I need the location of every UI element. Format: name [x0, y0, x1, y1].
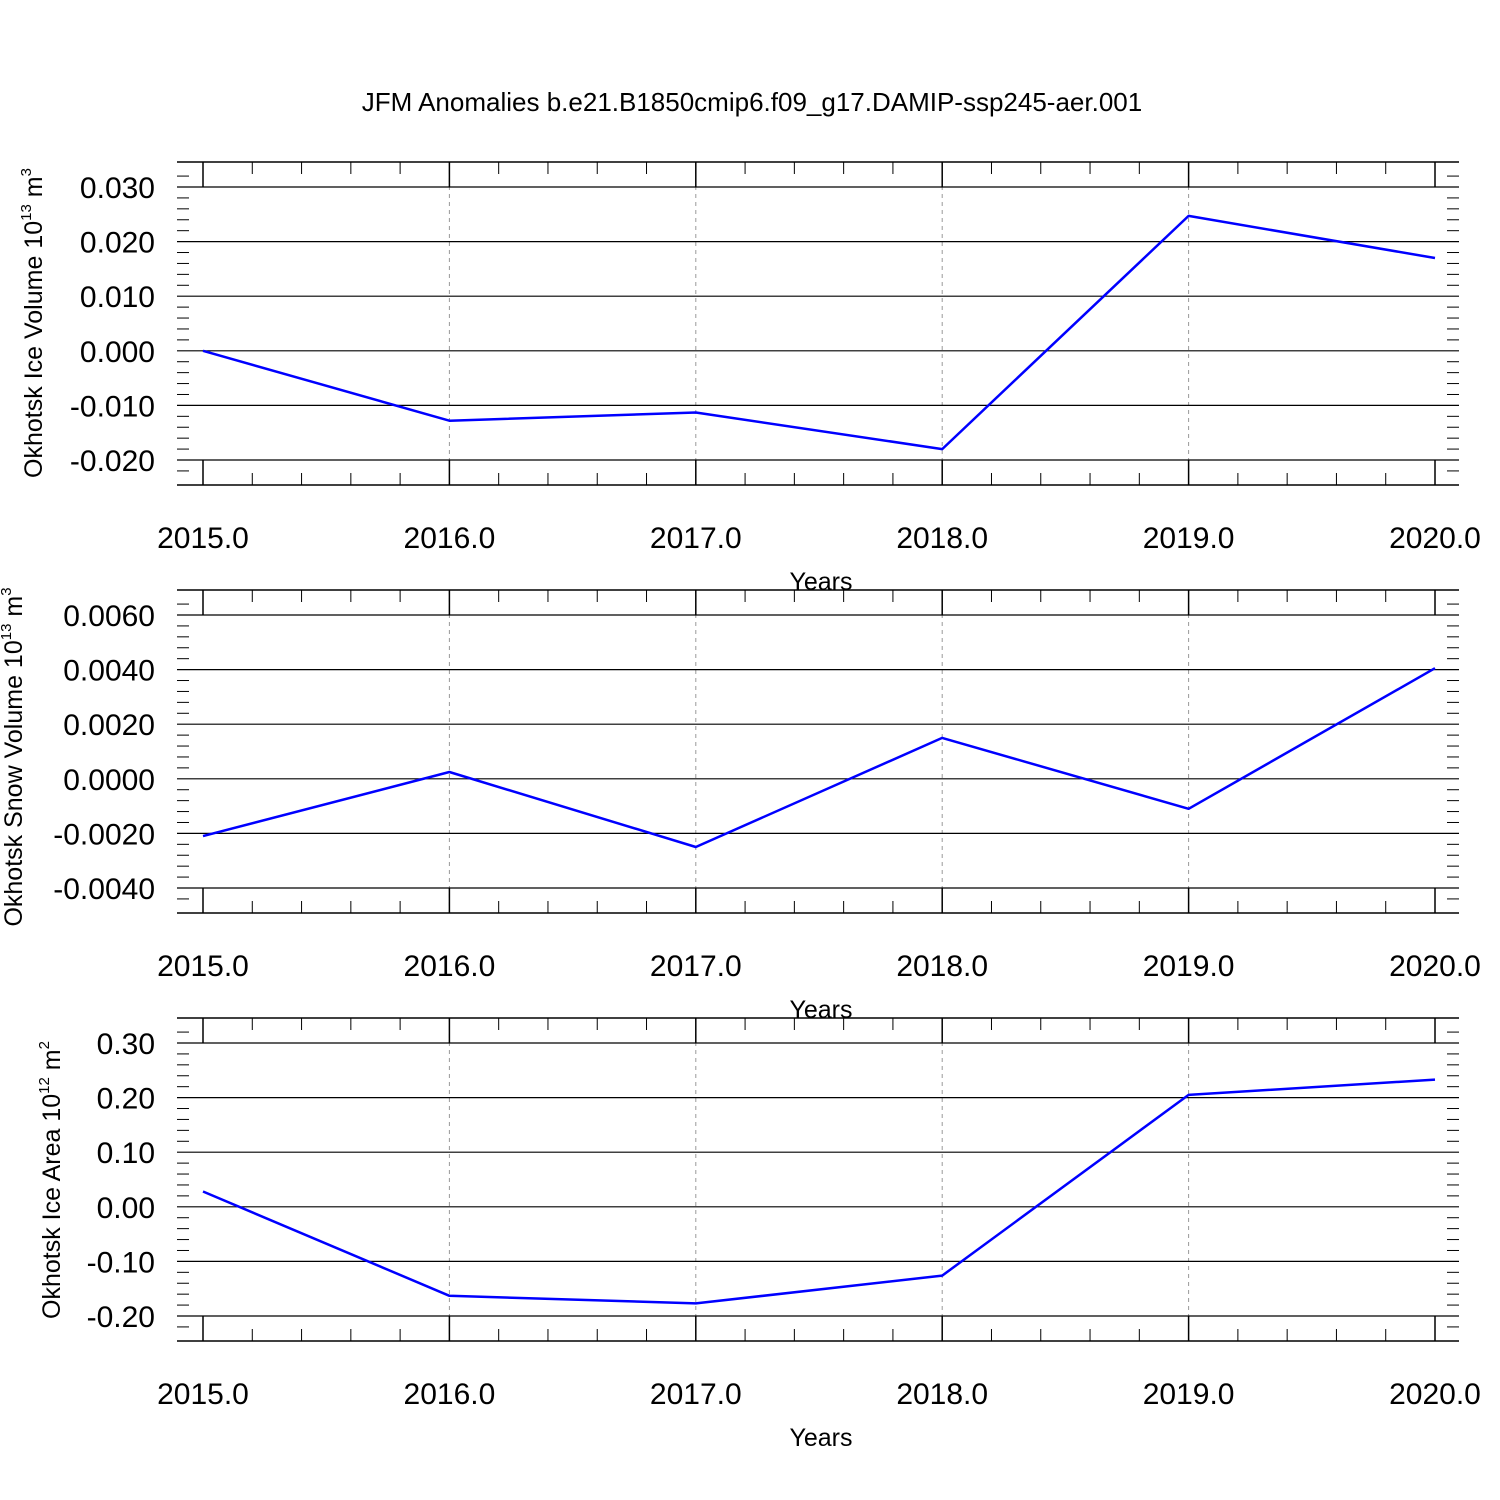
chart-panel-2: 0.0060 0.0040 0.0020 0.0000 -0.0020 -0.0040 20…: [0, 587, 1481, 1024]
series-line: [202, 1078, 1436, 1305]
y-axis-title: Okhotsk Ice Area 1012 m2: [36, 1041, 66, 1319]
y-tick-label: -0.10: [87, 1246, 155, 1279]
x-tick-label: 2019.0: [1143, 522, 1235, 555]
x-tick-label: 2015.0: [157, 950, 249, 983]
y-tick-label: 0.030: [80, 172, 155, 205]
x-tick-label: 2016.0: [404, 522, 496, 555]
x-tick-label: 2018.0: [896, 1378, 988, 1411]
series-line: [202, 214, 1436, 451]
y-tick-label: 0.0000: [63, 764, 155, 797]
panels: 0.030 0.020 0.010 0.000 -0.010 -0.020 2015.0 20…: [0, 161, 1481, 1452]
y-tick-label: 0.010: [80, 281, 155, 314]
x-tick-label: 2020.0: [1389, 522, 1481, 555]
y-tick-label: 0.0040: [63, 655, 155, 688]
y-tick-label: 0.0020: [63, 709, 155, 742]
x-tick-label: 2016.0: [404, 950, 496, 983]
series-line: [202, 667, 1436, 849]
x-tick-label: 2018.0: [896, 950, 988, 983]
y-tick-label: 0.00: [97, 1192, 155, 1225]
y-tick-label: -0.020: [70, 445, 155, 478]
y-tick-label: 0.000: [80, 336, 155, 369]
y-tick-label: -0.0020: [53, 818, 155, 851]
y-tick-label: -0.0040: [53, 873, 155, 906]
x-tick-label: 2017.0: [650, 522, 742, 555]
x-tick-label: 2020.0: [1389, 1378, 1481, 1411]
x-tick-label: 2018.0: [896, 522, 988, 555]
y-axis-title: Okhotsk Ice Volume 1013 m3: [18, 168, 48, 478]
x-tick-label: 2015.0: [157, 522, 249, 555]
y-tick-label: 0.20: [97, 1083, 155, 1116]
x-axis-title: Years: [789, 568, 852, 596]
y-tick-label: 0.10: [97, 1137, 155, 1170]
y-tick-label: -0.20: [87, 1301, 155, 1334]
y-tick-label: 0.0060: [63, 600, 155, 633]
y-tick-label: 0.020: [80, 227, 155, 260]
x-tick-label: 2020.0: [1389, 950, 1481, 983]
x-tick-label: 2017.0: [650, 1378, 742, 1411]
x-axis-title: Years: [789, 996, 852, 1024]
x-axis-title: Years: [789, 1424, 852, 1452]
y-axis-title: Okhotsk Snow Volume 1013 m3: [0, 587, 28, 926]
x-tick-label: 2016.0: [404, 1378, 496, 1411]
x-tick-label: 2019.0: [1143, 1378, 1235, 1411]
chart-panel-1: 0.030 0.020 0.010 0.000 -0.010 -0.020 2015.0 20…: [18, 161, 1481, 596]
y-tick-label: 0.30: [97, 1028, 155, 1061]
figure-title: JFM Anomalies b.e21.B1850cmip6.f09_g17.D…: [362, 87, 1142, 117]
chart-panel-3: 0.30 0.20 0.10 0.00 -0.10 -0.20 2015.0 2016.0 20…: [36, 1017, 1481, 1452]
y-tick-label: -0.010: [70, 390, 155, 423]
x-tick-label: 2017.0: [650, 950, 742, 983]
x-tick-label: 2015.0: [157, 1378, 249, 1411]
x-tick-label: 2019.0: [1143, 950, 1235, 983]
